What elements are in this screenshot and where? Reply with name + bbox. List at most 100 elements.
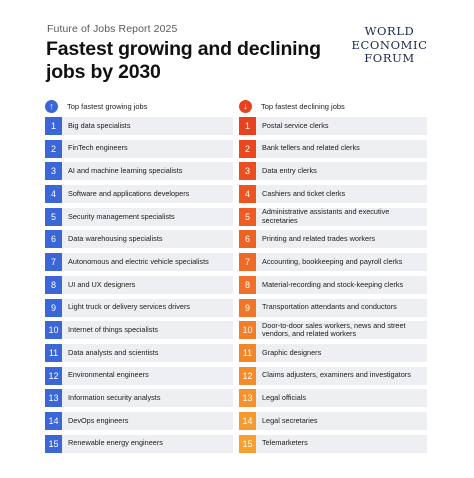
declining-job-label: Door-to-door sales workers, news and str… (262, 320, 406, 339)
wef-logo: WORLD ECONOMIC FORUM (342, 24, 437, 66)
declining-row: 7 Accounting, bookkeeping and payroll cle… (239, 253, 427, 272)
growing-rank-badge: 12 (45, 366, 62, 385)
declining-row: 5 Administrative assistants and executive… (239, 208, 427, 226)
declining-rank-badge: 5 (239, 207, 256, 226)
report-subtitle: Future of Jobs Report 2025 (47, 23, 178, 35)
growing-row: 14 DevOps engineers (45, 411, 233, 430)
growing-job-label: AI and machine learning specialists (68, 166, 183, 176)
declining-row: 10 Door-to-door sales workers, news and s… (239, 320, 427, 340)
declining-row: 11 Graphic designers (239, 343, 427, 362)
declining-job-label: Transportation attendants and conductors (262, 302, 397, 312)
declining-job-label: Printing and related trades workers (262, 234, 376, 244)
declining-rank-badge: 6 (239, 230, 256, 249)
declining-job-label: Legal secretaries (262, 415, 318, 425)
growing-rank-badge: 10 (45, 321, 62, 340)
declining-rank-badge: 3 (239, 162, 256, 181)
declining-row: 3 Data entry clerks (239, 162, 427, 181)
declining-rank-badge: 1 (239, 117, 256, 135)
growing-job-label: Light truck or delivery services drivers (68, 302, 191, 312)
growing-row: 13 Information security analysts (45, 389, 233, 408)
declining-job-label: Bank tellers and related clerks (262, 143, 360, 153)
declining-rank-badge: 15 (239, 434, 256, 453)
growing-job-label: Data warehousing specialists (68, 234, 163, 244)
growing-rank-badge: 4 (45, 185, 62, 204)
growing-job-label: Environmental engineers (68, 370, 149, 380)
arrow-up-icon: ↑ (45, 99, 58, 113)
logo-line-3: FORUM (364, 51, 415, 65)
growing-jobs-list: 1 Big data specialists 2 FinTech engineers 3… (45, 117, 233, 453)
declining-rank-badge: 13 (239, 389, 256, 408)
growing-row: 8 UI and UX designers (45, 275, 233, 294)
growing-rank-badge: 15 (45, 434, 62, 453)
declining-job-label: Material-recording and stock-keeping cle… (262, 279, 404, 289)
growing-jobs-header: ↑ Top fastest growing jobs (45, 96, 233, 116)
growing-job-label: Renewable energy engineers (68, 438, 163, 448)
growing-row: 1 Big data specialists (45, 117, 233, 135)
declining-row: 4 Cashiers and ticket clerks (239, 185, 427, 204)
growing-rank-badge: 13 (45, 389, 62, 408)
declining-rank-badge: 8 (239, 275, 256, 294)
growing-row: 15 Renewable energy engineers (45, 434, 233, 453)
declining-row: 1 Postal service clerks (239, 117, 427, 135)
growing-job-label: Internet of things specialists (68, 324, 159, 334)
growing-rank-badge: 5 (45, 207, 62, 226)
growing-rank-badge: 9 (45, 298, 62, 317)
growing-row: 9 Light truck or delivery services driver… (45, 298, 233, 317)
declining-rank-badge: 10 (239, 321, 256, 340)
declining-job-label: Postal service clerks (262, 120, 329, 130)
growing-row: 6 Data warehousing specialists (45, 230, 233, 249)
growing-job-label: Software and applications developers (68, 188, 190, 198)
declining-job-label: Claims adjusters, examiners and investig… (262, 370, 411, 380)
growing-row: 4 Software and applications developers (45, 185, 233, 204)
growing-jobs-column: ↑ Top fastest growing jobs 1 Big data spe… (45, 96, 233, 457)
declining-row: 15 Telemarketers (239, 434, 427, 453)
declining-row: 2 Bank tellers and related clerks (239, 139, 427, 158)
declining-job-label: Graphic designers (262, 347, 322, 357)
declining-job-label: Administrative assistants and executive … (262, 207, 390, 225)
declining-job-label: Data entry clerks (262, 166, 317, 176)
growing-job-label: UI and UX designers (68, 279, 136, 289)
growing-row: 11 Data analysts and scientists (45, 343, 233, 362)
declining-rank-badge: 4 (239, 185, 256, 204)
growing-job-label: FinTech engineers (68, 143, 128, 153)
declining-jobs-header: ↓ Top fastest declining jobs (239, 96, 427, 116)
growing-row: 2 FinTech engineers (45, 139, 233, 158)
growing-rank-badge: 3 (45, 162, 62, 181)
declining-rank-badge: 7 (239, 253, 256, 272)
arrow-down-icon: ↓ (239, 99, 252, 113)
growing-job-label: Big data specialists (68, 120, 131, 130)
growing-row: 3 AI and machine learning specialists (45, 162, 233, 181)
growing-row: 10 Internet of things specialists (45, 321, 233, 340)
declining-row: 12 Claims adjusters, examiners and invest… (239, 366, 427, 385)
declining-row: 13 Legal officials (239, 389, 427, 408)
declining-jobs-heading: Top fastest declining jobs (261, 101, 345, 111)
growing-rank-badge: 11 (45, 343, 62, 362)
growing-rank-badge: 6 (45, 230, 62, 249)
growing-rank-badge: 2 (45, 139, 62, 158)
declining-rank-badge: 12 (239, 366, 256, 385)
declining-row: 14 Legal secretaries (239, 411, 427, 430)
logo-line-2: ECONOMIC (351, 37, 428, 52)
growing-job-label: Information security analysts (68, 393, 161, 403)
declining-rank-badge: 14 (239, 411, 256, 430)
growing-rank-badge: 14 (45, 411, 62, 430)
declining-jobs-column: ↓ Top fastest declining jobs 1 Postal ser… (239, 96, 427, 457)
declining-row: 6 Printing and related trades workers (239, 230, 427, 249)
growing-row: 5 Security management specialists (45, 207, 233, 226)
growing-rank-badge: 8 (45, 275, 62, 294)
declining-rank-badge: 11 (239, 343, 256, 362)
logo-line-1: WORLD (364, 24, 415, 38)
growing-rank-badge: 1 (45, 117, 62, 135)
growing-job-label: Security management specialists (68, 211, 175, 221)
growing-row: 7 Autonomous and electric vehicle special… (45, 253, 233, 272)
declining-job-label: Cashiers and ticket clerks (262, 188, 346, 198)
declining-job-label: Accounting, bookkeeping and payroll cler… (262, 256, 403, 266)
declining-rank-badge: 9 (239, 298, 256, 317)
declining-job-label: Legal officials (262, 393, 307, 403)
declining-rank-badge: 2 (239, 139, 256, 158)
declining-jobs-list: 1 Postal service clerks 2 Bank tellers and … (239, 117, 427, 453)
declining-job-label: Telemarketers (262, 438, 308, 448)
declining-row: 9 Transportation attendants and conductor… (239, 298, 427, 317)
declining-row: 8 Material-recording and stock-keeping cl… (239, 275, 427, 294)
growing-job-label: Autonomous and electric vehicle speciali… (68, 256, 209, 266)
